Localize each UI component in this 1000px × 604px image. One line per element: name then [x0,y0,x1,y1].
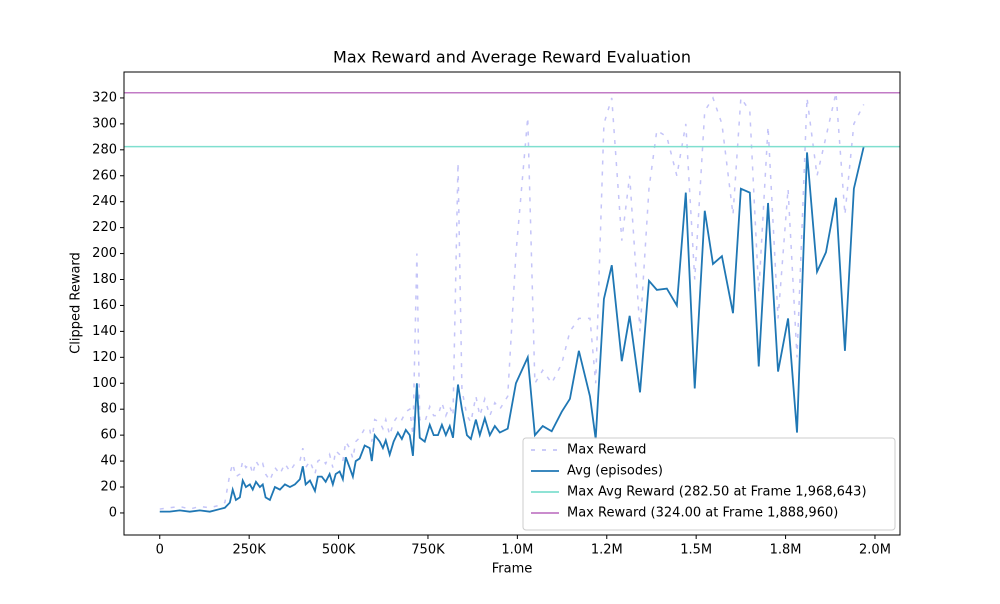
legend-label: Max Reward [567,443,646,458]
y-tick-label: 180 [92,272,117,287]
legend-box [522,437,896,531]
x-tick-label: 500K [322,543,356,558]
x-tick-label: 1.5M [680,543,712,558]
chart-title: Max Reward and Average Reward Evaluation [333,48,691,67]
y-tick-label: 40 [100,454,117,469]
plot-frame [123,71,901,536]
y-tick-label: 60 [100,428,117,443]
x-tick-label: 250K [232,543,266,558]
y-tick-label: 20 [100,480,117,495]
legend-label: Max Reward (324.00 at Frame 1,888,960) [567,506,838,521]
x-tick-label: 1.2M [591,543,623,558]
y-tick-label: 0 [109,505,117,520]
x-tick-label: 2.0M [859,543,891,558]
y-tick-label: 100 [92,376,117,391]
y-tick-label: 220 [92,220,117,235]
y-tick-label: 240 [92,194,117,209]
y-tick-label: 300 [92,116,117,131]
x-tick-label: 750K [411,543,445,558]
y-tick-label: 320 [92,90,117,105]
x-tick-label: 1.8M [770,543,802,558]
y-tick-label: 140 [92,324,117,339]
legend-label: Avg (episodes) [567,464,663,479]
y-tick-label: 200 [92,246,117,261]
series-line [159,146,865,513]
legend-label: Max Avg Reward (282.50 at Frame 1,968,64… [567,485,867,500]
x-tick-label: 0 [156,543,164,558]
x-tick-label: 1.0M [501,543,533,558]
y-tick-label: 80 [100,402,117,417]
y-tick-label: 260 [92,168,117,183]
y-tick-label: 280 [92,142,117,157]
y-tick-label: 120 [92,350,117,365]
x-axis-label: Frame [492,562,533,577]
y-tick-label: 160 [92,298,117,313]
y-axis-label: Clipped Reward [69,252,84,354]
